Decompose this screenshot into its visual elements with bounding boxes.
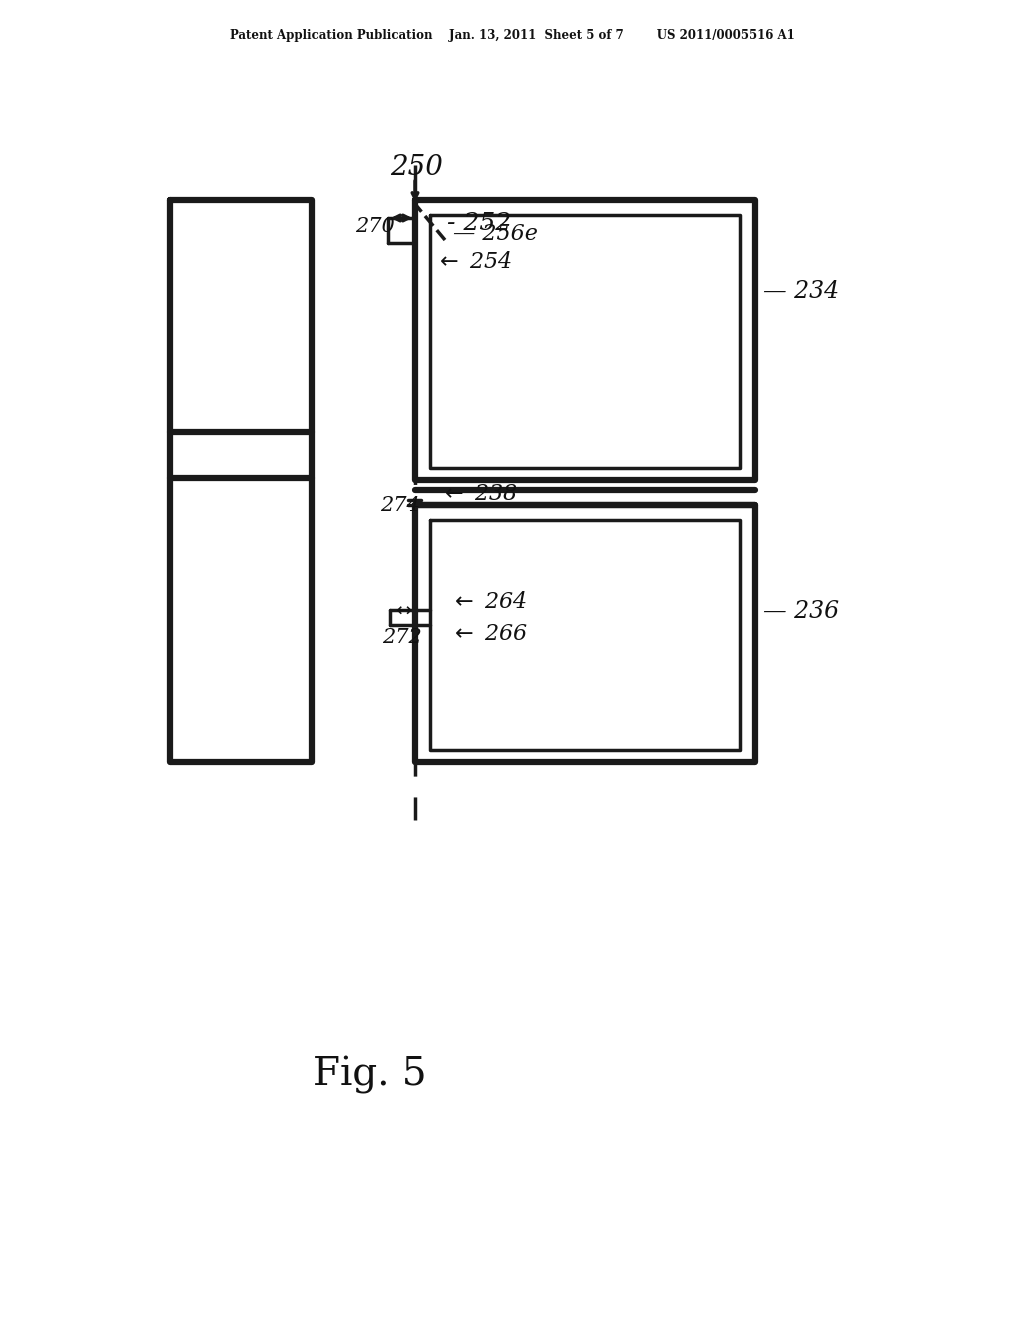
Text: $\leftarrow$ 264: $\leftarrow$ 264 <box>450 591 527 612</box>
Text: $\leftarrow$ 238: $\leftarrow$ 238 <box>440 483 518 506</box>
Text: 250: 250 <box>390 154 442 181</box>
Text: Patent Application Publication    Jan. 13, 2011  Sheet 5 of 7        US 2011/000: Patent Application Publication Jan. 13, … <box>229 29 795 41</box>
Text: $\leftrightarrow$: $\leftrightarrow$ <box>392 601 414 619</box>
Text: 274: 274 <box>380 496 420 515</box>
Text: 270: 270 <box>355 216 394 236</box>
Text: - 252: - 252 <box>447 213 511 235</box>
Text: $\leftarrow$ 254: $\leftarrow$ 254 <box>435 251 512 273</box>
Text: — 234: — 234 <box>763 280 839 304</box>
Text: $\leftarrow$ 266: $\leftarrow$ 266 <box>450 623 527 645</box>
Text: — 236: — 236 <box>763 601 839 623</box>
Text: Fig. 5: Fig. 5 <box>313 1056 427 1094</box>
Text: 272: 272 <box>382 628 422 647</box>
Text: — 256e: — 256e <box>453 223 538 246</box>
